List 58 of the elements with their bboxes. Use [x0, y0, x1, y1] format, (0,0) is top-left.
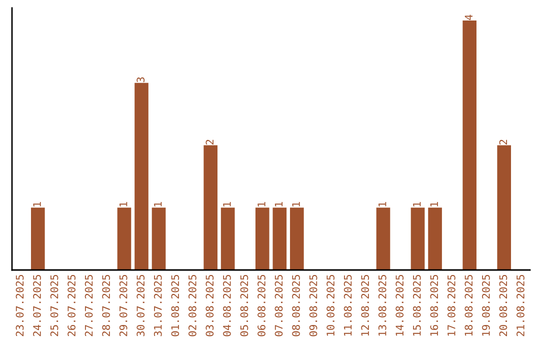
bar — [272, 208, 287, 270]
data-label: 1 — [378, 202, 386, 206]
x-tick-label: 13.08.2025 — [378, 275, 386, 336]
bar — [117, 208, 132, 270]
data-label: 1 — [33, 202, 41, 206]
x-tick-label: 09.08.2025 — [309, 275, 318, 336]
bar — [376, 208, 390, 270]
bar — [204, 145, 218, 270]
data-label: 1 — [154, 202, 162, 206]
bar — [134, 82, 148, 270]
data-label: 2 — [206, 140, 214, 144]
bar — [462, 20, 476, 270]
x-tick-label: 06.08.2025 — [258, 275, 266, 336]
x-tick-label: 19.08.2025 — [482, 275, 490, 336]
x-tick-label: 15.08.2025 — [412, 275, 421, 336]
x-tick-label: 31.07.2025 — [154, 275, 162, 336]
x-tick-label: 12.08.2025 — [361, 275, 370, 336]
data-label: 3 — [136, 77, 145, 82]
x-tick-label: 14.08.2025 — [396, 275, 404, 336]
bar — [290, 208, 304, 270]
x-tick-label: 10.08.2025 — [326, 275, 334, 336]
data-label: 1 — [430, 202, 438, 206]
x-tick-label: 11.08.2025 — [344, 275, 352, 336]
data-label: 1 — [274, 202, 283, 206]
data-label: 1 — [292, 202, 300, 206]
x-tick-label: 17.08.2025 — [447, 275, 456, 336]
x-tick-label: 23.07.2025 — [16, 275, 24, 336]
x-tick-label: 03.08.2025 — [206, 275, 214, 336]
x-tick-label: 08.08.2025 — [292, 275, 300, 336]
data-label: 1 — [120, 202, 128, 206]
data-label: 2 — [499, 140, 507, 144]
x-tick-label: 02.08.2025 — [188, 275, 196, 336]
bar — [30, 208, 45, 270]
x-tick-label: 16.08.2025 — [430, 275, 438, 336]
data-label: 4 — [464, 14, 472, 20]
x-tick-label: 25.07.2025 — [50, 275, 58, 336]
x-tick-label: 01.08.2025 — [171, 275, 180, 336]
x-tick-label: 04.08.2025 — [223, 275, 231, 336]
bar — [255, 208, 270, 270]
x-tick-label: 05.08.2025 — [240, 275, 248, 336]
x-tick-label: 18.08.2025 — [464, 275, 473, 336]
x-tick-label: 24.07.2025 — [33, 275, 41, 336]
x-tick-label: 26.07.2025 — [68, 275, 76, 336]
data-label: 1 — [413, 202, 421, 206]
bar — [410, 208, 425, 270]
x-tick-label: 20.08.2025 — [499, 275, 508, 336]
bar — [220, 208, 235, 270]
x-tick-label: 30.07.2025 — [136, 275, 145, 336]
x-tick-label: 21.08.2025 — [516, 275, 524, 336]
data-label: 1 — [258, 202, 266, 206]
data-label: 1 — [223, 202, 231, 206]
x-tick-label: 07.08.2025 — [274, 275, 283, 336]
bar — [497, 145, 512, 270]
bar — [152, 208, 166, 270]
bar — [428, 208, 442, 270]
x-tick-label: 28.07.2025 — [102, 275, 110, 336]
x-tick-label: 27.07.2025 — [84, 275, 93, 336]
x-tick-label: 29.07.2025 — [119, 275, 128, 336]
